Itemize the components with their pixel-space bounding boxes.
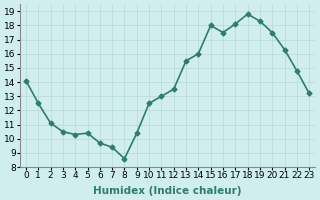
X-axis label: Humidex (Indice chaleur): Humidex (Indice chaleur) — [93, 186, 242, 196]
